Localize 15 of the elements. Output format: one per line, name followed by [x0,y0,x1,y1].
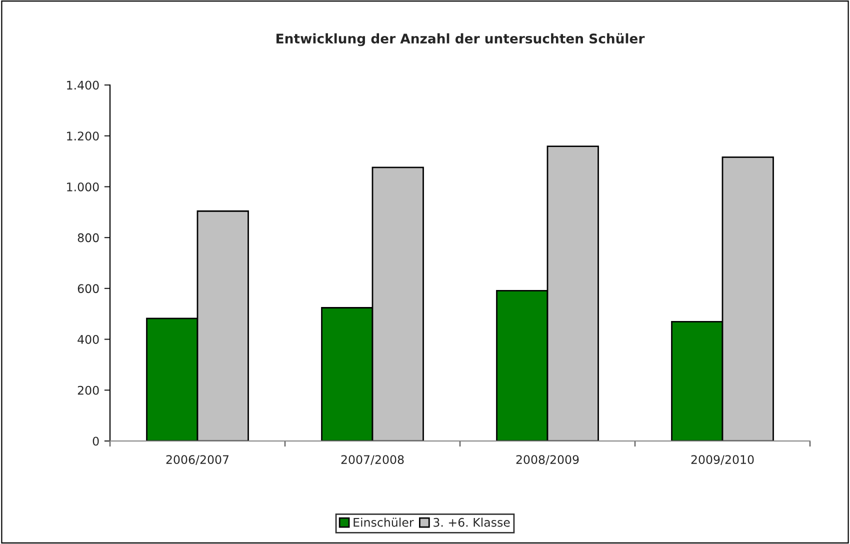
x-tick-label: 2008/2009 [516,455,579,465]
y-tick-label: 400 [78,335,99,344]
y-tick-label: 1.000 [67,182,99,192]
chart-title: Entwicklung der Anzahl der untersuchten Schüler [276,33,645,46]
x-tick-label: 2006/2007 [166,455,229,465]
legend-label: 3. +6. Klasse [434,518,510,527]
y-tick-label: 0 [92,436,99,446]
y-tick-label: 1.200 [67,132,99,141]
y-tick-label: 1.400 [67,80,99,90]
legend-label: Einschüler [354,518,414,527]
y-tick-label: 200 [78,386,99,395]
y-tick-label: 600 [78,284,99,294]
y-tick-label: 800 [78,233,99,242]
x-tick-label: 2009/2010 [691,455,754,465]
x-tick-label: 2007/2008 [341,455,404,465]
